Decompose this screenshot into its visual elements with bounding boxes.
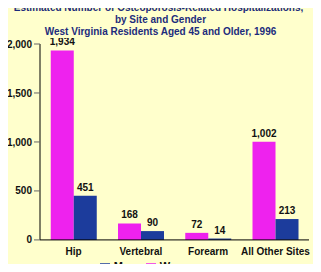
svg-text:213: 213 — [279, 205, 296, 216]
svg-text:451: 451 — [77, 182, 94, 193]
svg-text:1,002: 1,002 — [251, 128, 276, 139]
svg-text:Hip: Hip — [66, 246, 82, 257]
svg-text:90: 90 — [147, 217, 159, 228]
svg-text:2,000: 2,000 — [8, 39, 32, 50]
svg-text:1,500: 1,500 — [8, 88, 32, 99]
svg-text:0: 0 — [26, 234, 32, 245]
svg-text:168: 168 — [121, 209, 138, 220]
svg-text:Vertebral: Vertebral — [119, 246, 162, 257]
svg-text:14: 14 — [214, 225, 226, 236]
svg-text:500: 500 — [15, 185, 32, 196]
svg-text:1,000: 1,000 — [8, 137, 32, 148]
html-text:Men: Men — [113, 259, 136, 272]
html-text:Estimated Number of Osteoporos: Estimated Number of Osteoporosis-Related… — [13, 2, 308, 25]
svg-text:All Other Sites: All Other Sites — [241, 246, 310, 257]
svg-text:1,934: 1,934 — [50, 38, 75, 47]
html-text:Women: Women — [159, 259, 200, 272]
html-text:West Virginia Residents Aged 4: West Virginia Residents Aged 45 and Olde… — [44, 26, 277, 37]
svg-text:72: 72 — [191, 219, 203, 230]
svg-text:Forearm: Forearm — [188, 246, 228, 257]
